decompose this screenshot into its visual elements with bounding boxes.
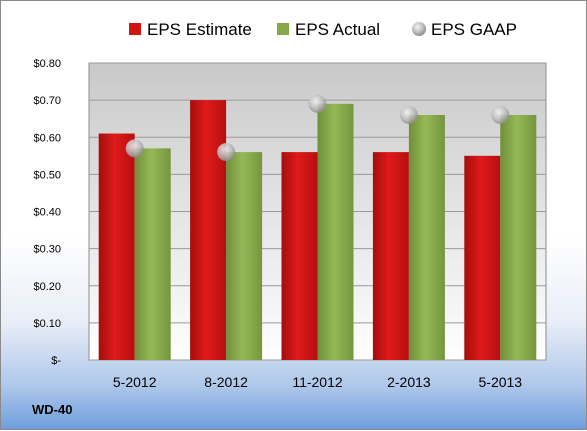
- eps-gaap-marker: [491, 105, 510, 124]
- y-tick-label: $0.60: [33, 132, 61, 144]
- company-label: WD-40: [32, 402, 73, 417]
- eps-actual-bar: [408, 114, 445, 360]
- y-tick-label: $0.10: [33, 318, 61, 330]
- eps-gaap-legend-label: EPS GAAP: [431, 20, 517, 39]
- eps-actual-bar: [500, 114, 537, 360]
- y-tick-label: $0.70: [33, 95, 61, 107]
- y-tick-label: $0.80: [33, 58, 61, 70]
- y-tick-label: $0.40: [33, 207, 61, 219]
- eps-estimate-legend-label: EPS Estimate: [147, 20, 252, 39]
- eps-estimate-bar: [281, 152, 318, 360]
- y-tick-label: $-: [51, 355, 61, 367]
- x-tick-label: 11-2012: [292, 374, 343, 390]
- eps-estimate-bar: [98, 133, 135, 360]
- eps-estimate-legend-swatch: [129, 23, 141, 35]
- eps-actual-bar: [134, 148, 171, 360]
- eps-estimate-bar: [372, 152, 409, 360]
- eps-actual-legend-swatch: [277, 23, 289, 35]
- eps-gaap-marker: [399, 105, 418, 124]
- x-tick-label: 5-2013: [479, 374, 523, 390]
- x-tick-label: 5-2012: [113, 374, 157, 390]
- eps-gaap-marker: [125, 139, 144, 158]
- eps-estimate-bar: [464, 155, 501, 360]
- eps-actual-bar: [317, 103, 354, 361]
- eps-gaap-marker: [217, 143, 236, 162]
- y-tick-label: $0.30: [33, 244, 61, 256]
- eps-actual-legend-label: EPS Actual: [295, 20, 380, 39]
- x-tick-label: 8-2012: [204, 374, 248, 390]
- y-tick-label: $0.50: [33, 169, 61, 181]
- eps-gaap-legend-swatch: [412, 22, 426, 36]
- y-tick-label: $0.20: [33, 281, 61, 293]
- x-tick-label: 2-2013: [387, 374, 431, 390]
- eps-estimate-bar: [190, 100, 227, 360]
- eps-gaap-marker: [308, 94, 327, 113]
- eps-actual-bar: [226, 152, 263, 360]
